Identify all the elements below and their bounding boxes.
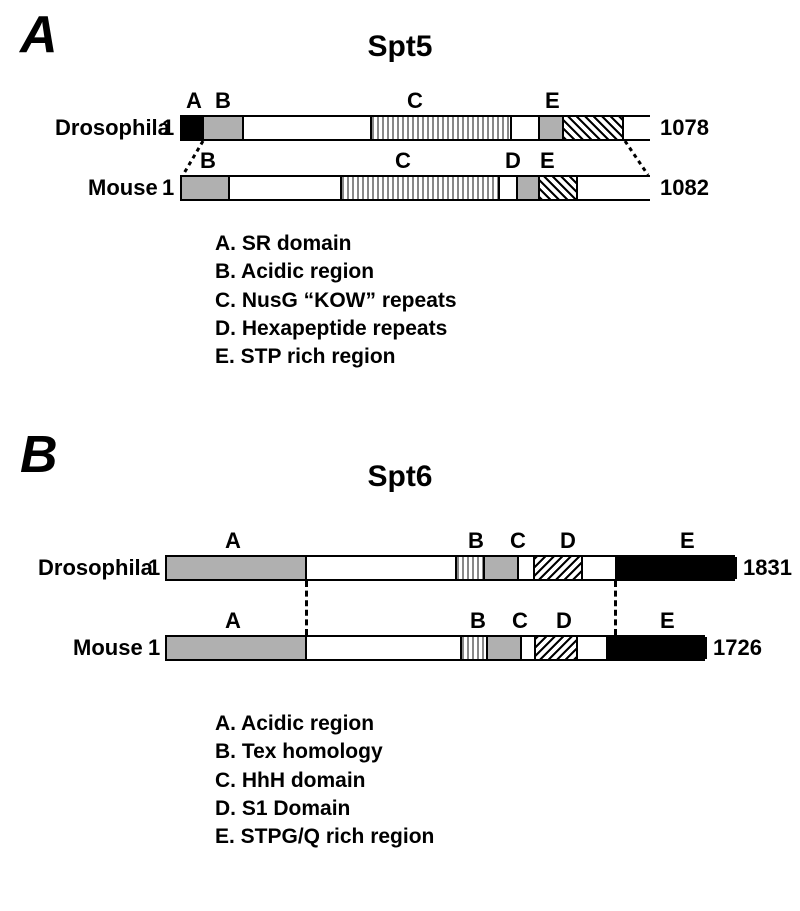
domain-seg	[536, 637, 578, 659]
legend-item: B. Acidic region	[215, 258, 457, 286]
domain-seg	[488, 637, 522, 659]
domain-seg	[512, 117, 540, 139]
legend-item: E. STP rich region	[215, 343, 457, 371]
domain-seg	[182, 117, 204, 139]
domain-seg	[519, 557, 535, 579]
domain-seg	[462, 637, 488, 659]
domain-letter: B	[215, 88, 231, 114]
figure-root: A Spt5 Drosophila 1 1078 A B C E Mouse 1…	[0, 0, 800, 911]
legend-item: A. SR domain	[215, 230, 457, 258]
end-num: 1726	[713, 635, 762, 661]
domain-seg	[457, 557, 485, 579]
domain-letter: C	[395, 148, 411, 174]
domain-seg	[522, 637, 536, 659]
domain-seg	[535, 557, 583, 579]
domain-bar	[180, 175, 650, 201]
domain-seg	[540, 117, 564, 139]
domain-letter: C	[512, 608, 528, 634]
panel-a-title: Spt5	[0, 30, 800, 64]
domain-seg	[307, 557, 457, 579]
start-num: 1	[148, 635, 160, 661]
legend-item: B. Tex homology	[215, 738, 434, 766]
domain-letter: D	[505, 148, 521, 174]
domain-letter: B	[470, 608, 486, 634]
organism-label: Drosophila	[38, 555, 153, 581]
organism-label: Mouse	[88, 175, 158, 201]
domain-seg	[230, 177, 342, 199]
domain-letter: D	[560, 528, 576, 554]
domain-seg	[167, 637, 307, 659]
domain-seg	[204, 117, 244, 139]
domain-letter: C	[407, 88, 423, 114]
domain-seg	[583, 557, 617, 579]
legend: A. Acidic region B. Tex homology C. HhH …	[215, 710, 434, 852]
dashed-connector	[305, 581, 308, 635]
domain-letter: A	[225, 528, 241, 554]
domain-letter: E	[680, 528, 695, 554]
domain-seg	[518, 177, 540, 199]
domain-letter: C	[510, 528, 526, 554]
domain-letter: A	[225, 608, 241, 634]
domain-letter: E	[540, 148, 555, 174]
domain-bar	[180, 115, 650, 141]
domain-letter: E	[545, 88, 560, 114]
domain-letter: A	[186, 88, 202, 114]
legend: A. SR domain B. Acidic region C. NusG “K…	[215, 230, 457, 372]
domain-seg	[307, 637, 462, 659]
end-num: 1082	[660, 175, 709, 201]
domain-bar	[165, 555, 735, 581]
domain-bar	[165, 635, 705, 661]
domain-seg	[182, 177, 230, 199]
domain-seg	[485, 557, 519, 579]
organism-label: Drosophila	[55, 115, 170, 141]
domain-seg	[578, 637, 608, 659]
legend-item: C. HhH domain	[215, 767, 434, 795]
legend-item: D. Hexapeptide repeats	[215, 315, 457, 343]
domain-letter: B	[200, 148, 216, 174]
start-num: 1	[148, 555, 160, 581]
start-num: 1	[162, 175, 174, 201]
domain-letter: D	[556, 608, 572, 634]
domain-seg	[372, 117, 512, 139]
domain-letter: E	[660, 608, 675, 634]
domain-seg	[500, 177, 518, 199]
legend-item: A. Acidic region	[215, 710, 434, 738]
domain-seg	[540, 177, 578, 199]
domain-seg	[564, 117, 624, 139]
organism-label: Mouse	[73, 635, 143, 661]
domain-seg	[244, 117, 372, 139]
legend-item: D. S1 Domain	[215, 795, 434, 823]
domain-seg	[617, 557, 737, 579]
domain-seg	[342, 177, 500, 199]
dashed-connector	[614, 581, 617, 635]
domain-seg	[578, 177, 652, 199]
legend-item: E. STPG/Q rich region	[215, 823, 434, 851]
start-num: 1	[162, 115, 174, 141]
domain-seg	[608, 637, 707, 659]
domain-seg	[624, 117, 652, 139]
end-num: 1078	[660, 115, 709, 141]
domain-seg	[167, 557, 307, 579]
legend-item: C. NusG “KOW” repeats	[215, 287, 457, 315]
end-num: 1831	[743, 555, 792, 581]
panel-b-title: Spt6	[0, 460, 800, 494]
domain-letter: B	[468, 528, 484, 554]
